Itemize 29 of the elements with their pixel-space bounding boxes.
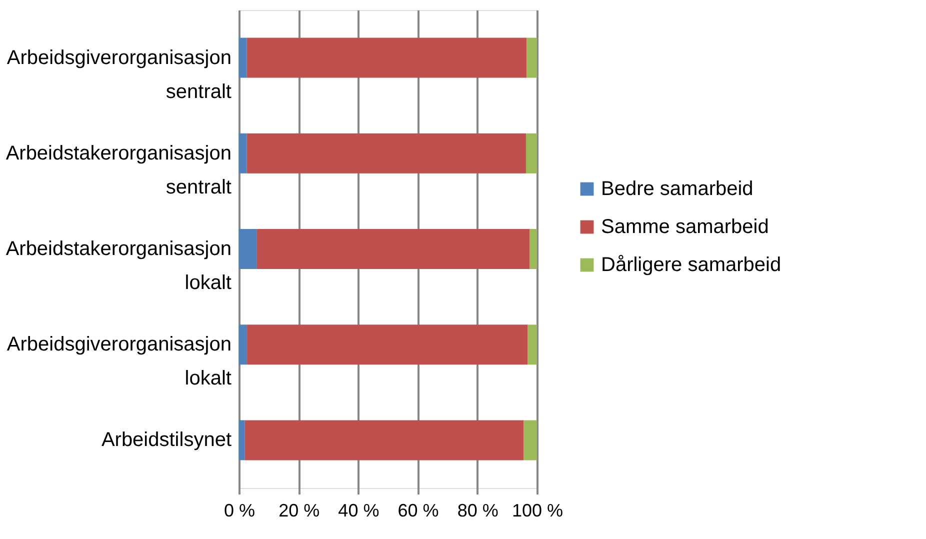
x-tick-label: 40 %: [338, 500, 380, 520]
bar: [239, 324, 248, 365]
x-tick-label: 60 %: [398, 500, 439, 520]
bar: [239, 420, 245, 460]
bar: [524, 420, 537, 460]
bar: [528, 324, 537, 365]
bar: [246, 38, 527, 78]
bar: [530, 229, 537, 269]
bar: [239, 229, 257, 269]
y-tick-label: Arbeidstakerorganisasjon sentralt: [6, 142, 232, 198]
bar: [256, 229, 530, 269]
y-tick-label: Arbeidstakerorganisasjon lokalt: [6, 238, 232, 294]
bar: [239, 133, 247, 174]
bar: [247, 324, 528, 365]
y-tick-label: Arbeidsgiverorganisasjon lokalt: [6, 334, 232, 390]
x-tick-label: 80 %: [457, 500, 498, 520]
legend-label: Bedre samarbeid: [601, 178, 754, 200]
bar: [239, 38, 247, 78]
x-tick-label: 100 %: [512, 500, 564, 520]
x-tick-label: 0 %: [224, 500, 256, 520]
legend-label: Samme samarbeid: [601, 216, 769, 238]
legend-label: Dårligere samarbeid: [601, 254, 782, 276]
x-tick-label: 20 %: [278, 500, 320, 520]
y-tick-label: Arbeidstilsynet: [101, 429, 232, 452]
bar: [526, 38, 537, 78]
bar: [526, 133, 537, 174]
bar: [246, 133, 526, 174]
y-tick-label: Arbeidsgiverorganisasjon sentralt: [6, 46, 232, 103]
bar: [244, 420, 524, 460]
